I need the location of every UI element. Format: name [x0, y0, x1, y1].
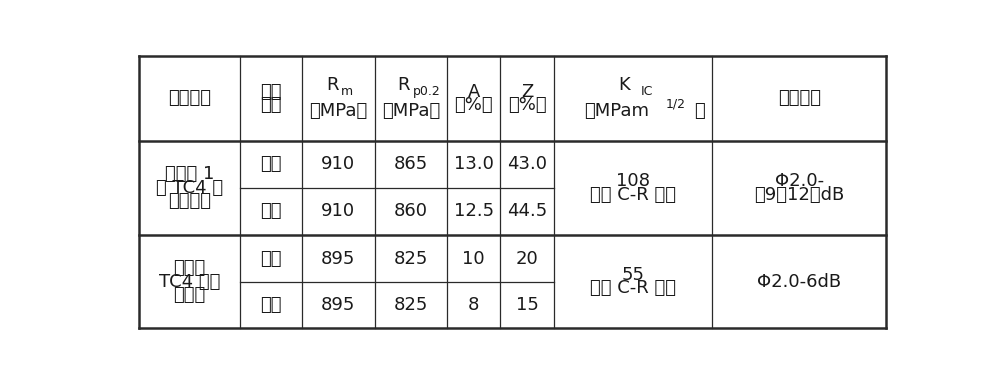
Text: 895: 895 — [321, 296, 355, 314]
Text: A: A — [468, 83, 480, 100]
Text: 895: 895 — [321, 250, 355, 268]
Text: 12.5: 12.5 — [454, 202, 494, 221]
Text: R: R — [326, 77, 339, 94]
Text: IC: IC — [641, 85, 654, 98]
Text: （%）: （%） — [508, 96, 547, 114]
Text: 取样: 取样 — [260, 83, 281, 100]
Text: （%）: （%） — [454, 96, 493, 114]
Text: 横向: 横向 — [260, 296, 281, 314]
Text: 43.0: 43.0 — [507, 155, 547, 173]
Text: 8: 8 — [468, 296, 479, 314]
Text: Φ2.0-6dB: Φ2.0-6dB — [757, 273, 841, 291]
Text: 锻造方法: 锻造方法 — [168, 89, 211, 108]
Text: Z: Z — [521, 83, 533, 100]
Text: 10: 10 — [462, 250, 485, 268]
Text: TC4 大规: TC4 大规 — [159, 273, 220, 291]
Text: m: m — [341, 85, 353, 98]
Text: Φ2.0-: Φ2.0- — [775, 172, 824, 190]
Text: 纵向: 纵向 — [260, 250, 281, 268]
Text: ）: ） — [694, 102, 705, 120]
Text: 865: 865 — [394, 155, 428, 173]
Text: 825: 825 — [394, 250, 428, 268]
Text: 规格棒材: 规格棒材 — [168, 192, 211, 211]
Text: 108: 108 — [616, 172, 650, 190]
Text: 缺口 C-R 方向: 缺口 C-R 方向 — [590, 279, 676, 298]
Text: （MPa）: （MPa） — [309, 102, 367, 120]
Text: （9～12）dB: （9～12）dB — [754, 186, 844, 203]
Text: 1/2: 1/2 — [666, 97, 686, 110]
Text: 现有的: 现有的 — [173, 259, 205, 277]
Text: R: R — [397, 77, 409, 94]
Text: 20: 20 — [516, 250, 539, 268]
Text: 杂波水平: 杂波水平 — [778, 89, 821, 108]
Text: 实施例 1: 实施例 1 — [165, 165, 214, 183]
Text: （MPam: （MPam — [584, 102, 649, 120]
Text: 13.0: 13.0 — [454, 155, 494, 173]
Text: 910: 910 — [321, 202, 355, 221]
Text: 44.5: 44.5 — [507, 202, 547, 221]
Text: 缺口 C-R 方向: 缺口 C-R 方向 — [590, 186, 676, 203]
Text: 860: 860 — [394, 202, 428, 221]
Text: （MPa）: （MPa） — [382, 102, 440, 120]
Text: 910: 910 — [321, 155, 355, 173]
Text: 格棒材: 格棒材 — [173, 286, 205, 304]
Text: 纵向: 纵向 — [260, 155, 281, 173]
Text: 方向: 方向 — [260, 96, 281, 114]
Text: 横向: 横向 — [260, 202, 281, 221]
Text: 55: 55 — [622, 266, 645, 284]
Text: p0.2: p0.2 — [413, 85, 440, 98]
Text: K: K — [618, 77, 630, 94]
Text: 的 TC4 大: 的 TC4 大 — [156, 179, 223, 197]
Text: 15: 15 — [516, 296, 539, 314]
Text: 825: 825 — [394, 296, 428, 314]
